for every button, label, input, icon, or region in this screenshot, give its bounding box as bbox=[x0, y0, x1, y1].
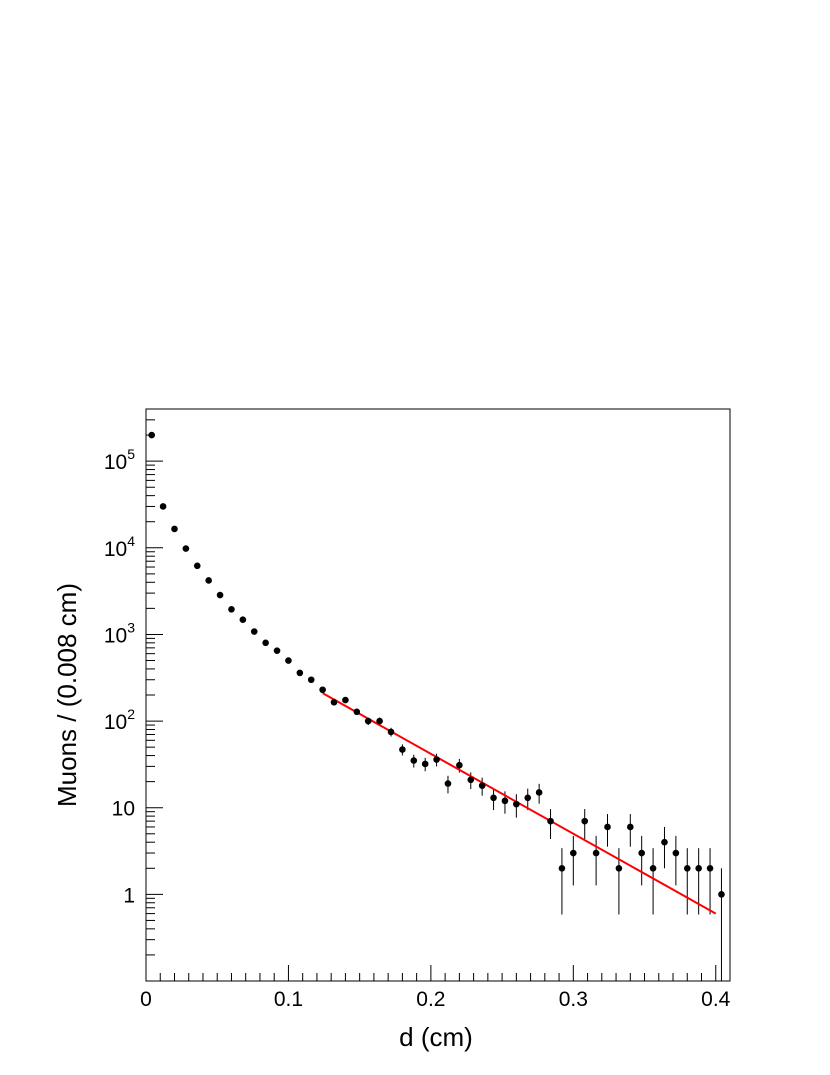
x-tick-label: 0.3 bbox=[559, 988, 588, 1011]
data-point bbox=[148, 431, 155, 439]
data-point bbox=[592, 849, 600, 857]
y-tick-base: 1 bbox=[123, 884, 135, 907]
data-point bbox=[535, 789, 543, 796]
y-tick-base: 10 bbox=[104, 711, 127, 734]
data-point bbox=[524, 794, 532, 802]
x-tick-label: 0 bbox=[140, 988, 152, 1011]
data-points bbox=[148, 431, 725, 898]
data-point bbox=[649, 864, 657, 872]
data-point bbox=[478, 782, 486, 789]
data-point bbox=[239, 616, 247, 623]
data-point bbox=[490, 794, 497, 802]
data-point bbox=[501, 797, 509, 805]
data-point bbox=[330, 698, 338, 706]
y-tick-label: 1 bbox=[123, 884, 135, 907]
data-point bbox=[307, 676, 315, 684]
data-point bbox=[410, 757, 418, 764]
data-point bbox=[638, 849, 645, 857]
data-point bbox=[159, 503, 167, 510]
x-tick-labels: 0 0.1 0.2 0.3 0.4 bbox=[140, 988, 731, 1011]
data-point bbox=[250, 628, 258, 635]
data-point bbox=[456, 761, 463, 769]
data-point bbox=[467, 776, 475, 784]
y-tick-base: 10 bbox=[104, 624, 127, 647]
data-point bbox=[285, 657, 292, 664]
axis-ticks bbox=[145, 408, 717, 981]
y-axis-label: Muons / (0.008 cm) bbox=[52, 583, 82, 807]
data-point bbox=[387, 728, 395, 736]
y-tick-label: 104 bbox=[104, 533, 135, 561]
data-point bbox=[376, 717, 383, 725]
data-point bbox=[421, 760, 429, 768]
x-tick-label: 0.4 bbox=[701, 988, 731, 1011]
plot-frame bbox=[145, 408, 731, 982]
data-point bbox=[433, 756, 440, 763]
data-point bbox=[216, 591, 224, 599]
data-point bbox=[581, 817, 589, 825]
data-point bbox=[273, 647, 281, 654]
data-point bbox=[182, 545, 190, 552]
data-point bbox=[683, 864, 691, 872]
data-point bbox=[570, 849, 577, 857]
x-tick-label: 0.2 bbox=[416, 988, 445, 1011]
data-point bbox=[399, 746, 406, 753]
data-point bbox=[193, 562, 201, 570]
y-tick-exponent: 4 bbox=[127, 533, 135, 549]
data-point bbox=[672, 849, 680, 857]
data-point bbox=[661, 838, 668, 846]
y-tick-label: 10 bbox=[112, 798, 135, 821]
data-point bbox=[626, 823, 634, 831]
data-point bbox=[228, 606, 235, 613]
y-tick-label: 103 bbox=[104, 619, 135, 647]
y-tick-base: 10 bbox=[112, 798, 135, 821]
x-tick-label: 0.1 bbox=[274, 988, 303, 1011]
data-point bbox=[444, 780, 452, 787]
y-tick-exponent: 5 bbox=[127, 446, 135, 462]
data-point bbox=[171, 525, 178, 533]
x-axis-label: d (cm) bbox=[399, 1022, 473, 1052]
data-point bbox=[604, 823, 611, 831]
y-tick-exponent: 2 bbox=[127, 706, 135, 722]
data-point bbox=[319, 686, 326, 694]
data-point bbox=[547, 817, 554, 825]
data-point bbox=[615, 864, 623, 872]
data-point bbox=[558, 864, 566, 872]
data-point bbox=[718, 891, 725, 898]
data-point bbox=[364, 717, 372, 725]
y-tick-exponent: 3 bbox=[127, 619, 135, 635]
data-point bbox=[262, 639, 269, 647]
data-point bbox=[695, 864, 702, 872]
data-point bbox=[706, 864, 714, 872]
data-point bbox=[296, 669, 304, 677]
y-tick-base: 10 bbox=[104, 538, 127, 561]
data-point bbox=[353, 708, 361, 716]
error-bars bbox=[367, 717, 722, 981]
y-tick-label: 102 bbox=[104, 706, 135, 734]
data-point bbox=[342, 696, 349, 704]
y-tick-label: 105 bbox=[104, 446, 135, 474]
y-tick-base: 10 bbox=[104, 451, 127, 474]
data-point bbox=[205, 577, 212, 584]
data-point bbox=[513, 800, 520, 808]
